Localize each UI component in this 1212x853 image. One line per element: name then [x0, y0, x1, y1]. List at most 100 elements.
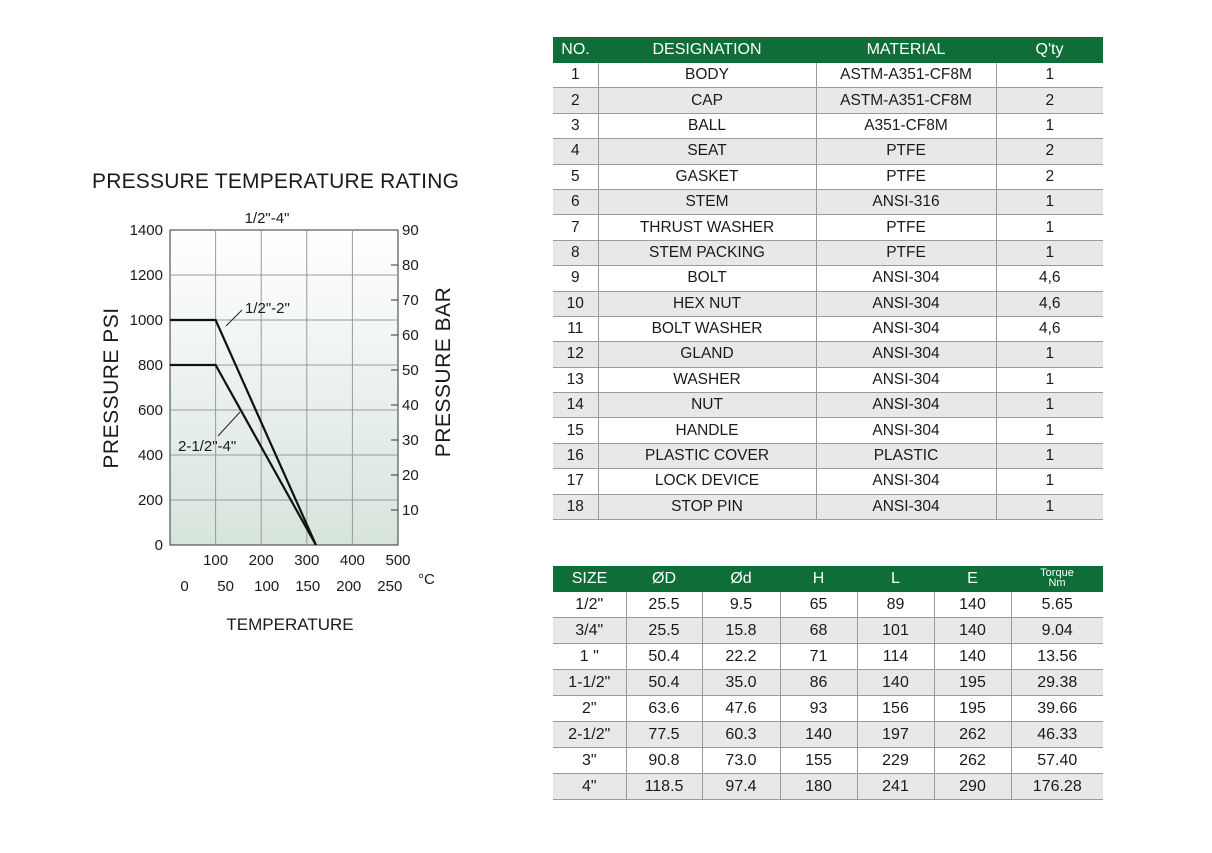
- table-cell: 4,6: [996, 291, 1103, 317]
- grid-lines: [170, 229, 398, 545]
- table-row: 17 LOCK DEVICE ANSI-304 1: [553, 468, 1103, 495]
- x2-tick-label: 200: [336, 578, 361, 595]
- table-cell: 2": [553, 695, 627, 722]
- table-cell: ANSI-304: [816, 291, 997, 317]
- table-cell: PTFE: [816, 138, 997, 165]
- x-tick-label: 400: [340, 552, 365, 569]
- y2-tick-label: 70: [402, 292, 419, 309]
- table-cell: 1: [996, 468, 1103, 495]
- y2-tick-label: 80: [402, 257, 419, 274]
- table-cell: 11: [553, 316, 599, 343]
- table-cell: 1: [996, 367, 1103, 394]
- table-cell: 241: [857, 773, 935, 800]
- table-row: 13 WASHER ANSI-304 1: [553, 367, 1103, 394]
- table-row: 3" 90.8 73.0 155 229 262 57.40: [553, 747, 1103, 774]
- table-cell: SEAT: [598, 138, 817, 165]
- table-row: 14 NUT ANSI-304 1: [553, 392, 1103, 419]
- table-cell: 16: [553, 443, 599, 470]
- table-cell: ANSI-304: [816, 468, 997, 495]
- table-cell: 63.6: [626, 695, 703, 722]
- series-label-leader-0: [225, 309, 243, 327]
- table-cell: 195: [934, 669, 1012, 696]
- table-cell: 2: [996, 138, 1103, 165]
- table-cell: 3/4": [553, 617, 627, 644]
- table-cell: 9: [553, 265, 599, 292]
- table-cell: 1: [553, 63, 599, 89]
- table-cell: PTFE: [816, 164, 997, 190]
- plot-area: [169, 229, 399, 546]
- table-row: 11 BOLT WASHER ANSI-304 4,6: [553, 316, 1103, 343]
- torque-header-label: Torque Nm: [1040, 566, 1074, 589]
- table-cell: 114: [857, 643, 935, 670]
- column-header: SIZE: [553, 566, 626, 592]
- table-cell: 73.0: [702, 747, 781, 774]
- y2-tick-label: 20: [402, 467, 419, 484]
- table-row: 4" 118.5 97.4 180 241 290 176.28: [553, 773, 1103, 800]
- series-label-leader-1: [217, 411, 241, 437]
- table-row: 3 BALL A351-CF8M 1: [553, 113, 1103, 140]
- y-tick-label: 1000: [130, 312, 163, 329]
- table-cell: 18: [553, 494, 599, 521]
- table-cell: LOCK DEVICE: [598, 468, 817, 495]
- table-cell: 180: [780, 773, 858, 800]
- y2-tick-label: 50: [402, 362, 419, 379]
- y-tick-label: 0: [155, 537, 163, 554]
- table-cell: 15.8: [702, 617, 781, 644]
- table-cell: 22.2: [702, 643, 781, 670]
- table-cell: BALL: [598, 113, 817, 140]
- y2-tick-label: 30: [402, 432, 419, 449]
- table-cell: 50.4: [626, 669, 703, 696]
- y-tick-label: 600: [138, 402, 163, 419]
- table-cell: PTFE: [816, 214, 997, 241]
- table-cell: 1: [996, 341, 1103, 368]
- table-cell: 262: [934, 721, 1012, 748]
- table-row: 18 STOP PIN ANSI-304 1: [553, 494, 1103, 521]
- column-header: Ød: [702, 566, 780, 592]
- table-cell: CAP: [598, 87, 817, 114]
- x2-tick-label: 150: [295, 578, 320, 595]
- table-cell: 290: [934, 773, 1012, 800]
- table-cell: 2: [553, 87, 599, 114]
- table-cell: 65: [780, 592, 858, 618]
- table-cell: 57.40: [1011, 747, 1103, 774]
- table-row: 3/4" 25.5 15.8 68 101 140 9.04: [553, 617, 1103, 644]
- table-cell: 7: [553, 214, 599, 241]
- series-label-half-to-two: 1/2"-2": [245, 300, 290, 317]
- table-row: 1 BODY ASTM-A351-CF8M 1: [553, 63, 1103, 89]
- table-cell: 39.66: [1011, 695, 1103, 722]
- table-cell: 10: [553, 291, 599, 317]
- table-row: 1/2" 25.5 9.5 65 89 140 5.65: [553, 592, 1103, 618]
- celsius-unit-label: °C: [418, 571, 435, 588]
- table-cell: 140: [934, 643, 1012, 670]
- table-cell: 262: [934, 747, 1012, 774]
- x2-tick-label: 100: [254, 578, 279, 595]
- table-row: 7 THRUST WASHER PTFE 1: [553, 214, 1103, 241]
- table-cell: NUT: [598, 392, 817, 419]
- table-cell: ANSI-316: [816, 189, 997, 216]
- torque-column-header: Torque Nm: [1011, 566, 1103, 592]
- column-header: H: [780, 566, 857, 592]
- table-cell: 2-1/2": [553, 721, 627, 748]
- table-cell: 155: [780, 747, 858, 774]
- table-cell: 2: [996, 164, 1103, 190]
- table-row: 15 HANDLE ANSI-304 1: [553, 417, 1103, 444]
- table-row: 2 CAP ASTM-A351-CF8M 2: [553, 87, 1103, 114]
- table-cell: PTFE: [816, 240, 997, 267]
- y-tick-label: 400: [138, 447, 163, 464]
- table-cell: 229: [857, 747, 935, 774]
- table-cell: 1-1/2": [553, 669, 627, 696]
- table-cell: 8: [553, 240, 599, 267]
- y-tick-label: 1200: [130, 267, 163, 284]
- table-cell: STOP PIN: [598, 494, 817, 521]
- table-cell: 118.5: [626, 773, 703, 800]
- y-axis-title: PRESSURE PSI: [100, 307, 123, 468]
- table-cell: ANSI-304: [816, 367, 997, 394]
- table-cell: 140: [857, 669, 935, 696]
- table-cell: 195: [934, 695, 1012, 722]
- column-header: DESIGNATION: [598, 37, 816, 63]
- y2-tick-label: 40: [402, 397, 419, 414]
- table-cell: 50.4: [626, 643, 703, 670]
- table-cell: 97.4: [702, 773, 781, 800]
- table-cell: 2: [996, 87, 1103, 114]
- table-cell: 71: [780, 643, 858, 670]
